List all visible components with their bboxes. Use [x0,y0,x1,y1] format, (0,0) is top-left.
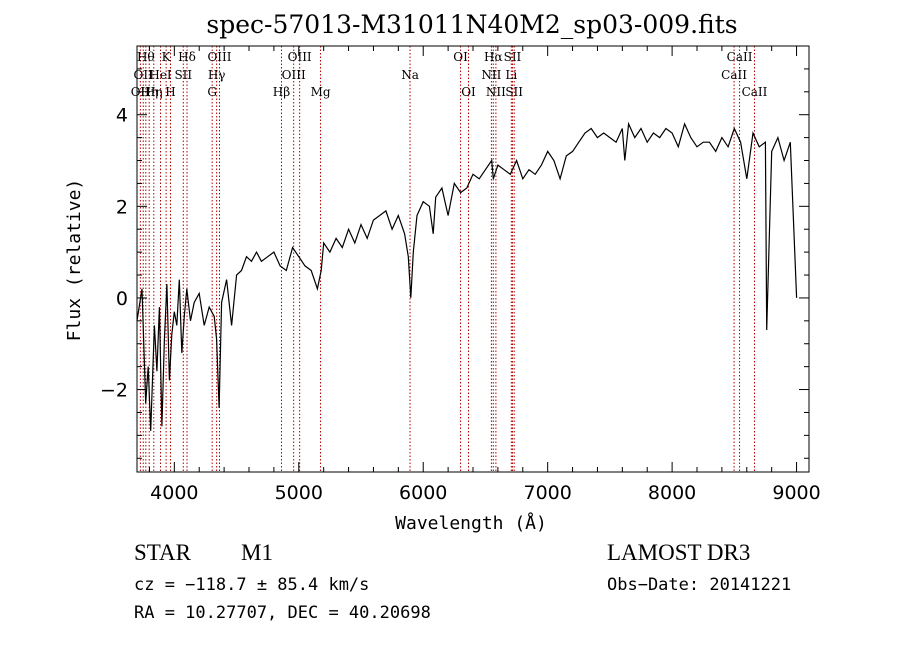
y-tick-label: 2 [116,196,128,218]
x-tick-label: 6000 [399,482,447,504]
spectral-line-label: Hη [140,85,158,99]
redshift-velocity: cz = −118.7 ± 85.4 km/s [134,575,370,595]
spectral-line-label: NII [481,68,501,82]
x-tick-label: 7000 [523,482,571,504]
axis-tick-labels: 4000 5000 6000 7000 8000 9000 −2 0 2 4 [100,105,821,504]
x-axis-label: Wavelength (Å) [395,512,547,534]
observation-date: Obs−Date: 20141221 [607,575,792,595]
spectral-line-label: OII [134,68,154,82]
spectral-line-label: Hη [145,85,163,99]
spectral-line-label: HeI [149,68,172,82]
x-tick-label: 8000 [648,482,696,504]
sky-coordinates: RA = 10.27707, DEC = 40.20698 [134,603,431,623]
y-tick-label: −2 [100,380,128,402]
object-class: STAR [134,540,191,565]
spectral-line-label: Hδ [178,50,196,64]
y-tick-label: 0 [116,288,128,310]
spectral-line-label: G [207,85,217,99]
spectral-line-label: Na [401,68,419,82]
spectral-line-label: NII [486,85,506,99]
spectral-line-label: CaII [721,68,747,82]
x-tick-label: 4000 [150,482,198,504]
x-tick-label: 5000 [275,482,323,504]
axis-ticks [137,46,809,472]
spectral-line-label: OI [461,85,476,99]
chart-title: spec-57013-M31011N40M2_sp03-009.fits [206,10,737,39]
x-tick-label: 9000 [772,482,820,504]
spectral-line-label: Hγ [208,68,226,82]
spectral-line-label: K [162,50,172,64]
survey-name: LAMOST DR3 [607,540,751,565]
spectral-line-label: OIII [288,50,312,64]
y-tick-label: 4 [116,105,128,127]
spectral-line-markers [139,46,755,472]
spectral-line-label: Mg [311,85,331,99]
spectral-line-label: SII [504,50,522,64]
plot-frame [136,45,810,473]
spectral-line-label: Li [505,68,517,82]
spectral-line-labels: OIIOIIHθHηHηHeIKHSIIHδGHγOIIIHβOIIIOIIIM… [131,50,768,99]
spectral-line-label: SII [174,68,192,82]
spectral-line-label: Hα [484,50,503,64]
spectral-line-label: Hθ [137,50,155,64]
spectral-line-label: H [165,85,175,99]
y-axis-label: Flux (relative) [64,179,85,342]
spectral-line-label: CaII [727,50,753,64]
spectral-line-label: Hβ [273,85,290,99]
spectral-line-label: OI [453,50,468,64]
spectral-line-label: SII [505,85,523,99]
spectral-line-label: CaII [742,85,768,99]
spectral-line-label: OIII [207,50,231,64]
spectrum-series [136,121,798,431]
object-subclass: M1 [241,540,273,565]
spectral-line-label: OIII [282,68,306,82]
